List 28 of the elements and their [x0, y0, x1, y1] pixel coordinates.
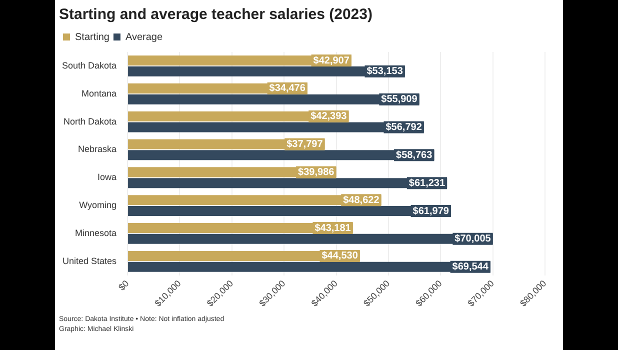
- data-label: $44,530: [322, 250, 358, 262]
- data-label: $56,792: [386, 122, 422, 133]
- data-label: $37,797: [286, 139, 324, 150]
- x-tick-label: $0: [116, 278, 131, 292]
- y-tick-label: Montana: [82, 88, 117, 98]
- legend-label: Average: [125, 32, 163, 43]
- chart-title: Starting and average teacher salaries (2023): [59, 6, 372, 24]
- legend-label: Starting: [75, 32, 110, 43]
- data-label: $53,153: [366, 66, 404, 78]
- data-label: $58,763: [396, 150, 433, 161]
- data-label: $69,544: [452, 262, 489, 273]
- y-tick-label: South Dakota: [62, 60, 117, 70]
- y-tick-label: Nebraska: [78, 144, 117, 154]
- data-label: $61,231: [408, 178, 446, 189]
- data-label: $42,393: [310, 111, 348, 122]
- data-label: $55,909: [381, 94, 418, 106]
- y-tick-label: United States: [62, 256, 118, 266]
- data-label: $43,181: [314, 222, 352, 234]
- data-label: $61,979: [412, 206, 450, 217]
- data-label: $34,476: [269, 83, 306, 94]
- y-tick-label: Wyoming: [79, 200, 117, 210]
- y-tick-label: Minnesota: [75, 228, 117, 238]
- data-label: $48,622: [343, 194, 380, 206]
- data-label: $42,907: [313, 55, 350, 66]
- y-tick-label: North Dakota: [64, 116, 117, 126]
- data-label: $70,005: [454, 234, 492, 245]
- data-label: $39,986: [298, 166, 335, 178]
- y-tick-label: Iowa: [98, 172, 117, 182]
